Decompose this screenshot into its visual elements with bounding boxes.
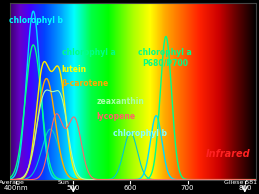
Text: chlorophyl b: chlorophyl b xyxy=(9,16,63,25)
Text: Gliese 581: Gliese 581 xyxy=(224,180,257,185)
Text: Sun: Sun xyxy=(57,180,69,185)
Text: chlorophyl b: chlorophyl b xyxy=(113,129,167,138)
Text: Infrared: Infrared xyxy=(205,149,250,159)
Text: β-carotene: β-carotene xyxy=(62,79,109,87)
Text: lutein: lutein xyxy=(62,65,87,74)
Text: Average: Average xyxy=(0,180,25,185)
Text: zeaxanthin: zeaxanthin xyxy=(96,97,144,106)
Text: chlorophyl a: chlorophyl a xyxy=(62,48,116,57)
Text: chlorophyl a
P680/P700: chlorophyl a P680/P700 xyxy=(138,48,192,68)
Text: lycopene: lycopene xyxy=(96,112,135,121)
